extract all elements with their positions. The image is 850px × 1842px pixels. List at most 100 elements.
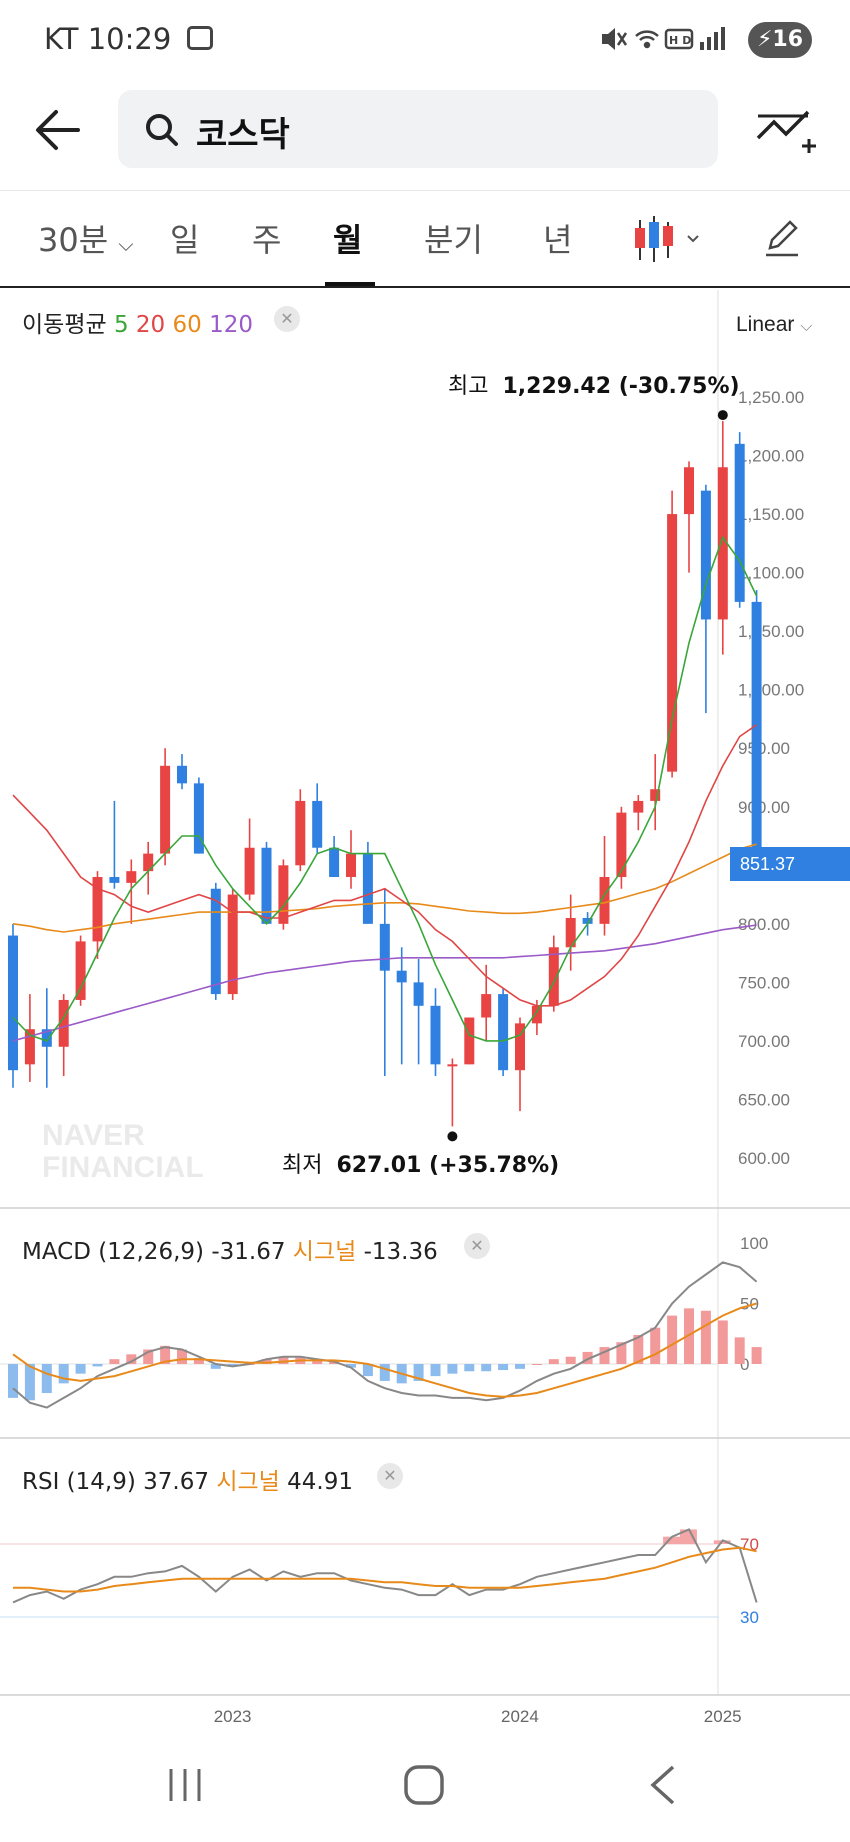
system-nav-bar — [0, 1735, 850, 1842]
active-tab-indicator — [325, 282, 375, 287]
tab-quarter[interactable]: 분기 — [424, 221, 483, 259]
search-icon — [146, 114, 178, 146]
macd-histogram-bar — [413, 1364, 424, 1381]
watermark-line1: NAVER — [42, 1119, 145, 1152]
price-y-tick: 650.00 — [738, 1090, 790, 1109]
close-rsi-icon[interactable]: ✕ — [377, 1463, 403, 1489]
candle-body — [244, 847, 255, 895]
candle-body — [143, 853, 154, 872]
search-box[interactable]: 코스닥 — [118, 90, 718, 168]
candle-body — [515, 1023, 525, 1071]
macd-histogram-bar — [227, 1364, 238, 1367]
macd-histogram-bar — [362, 1364, 373, 1377]
scale-selector[interactable]: Linear ⌵ — [736, 313, 813, 336]
macd-histogram-bar — [650, 1327, 661, 1364]
battery-indicator: ⚡16 — [748, 22, 812, 58]
close-ma-icon[interactable]: ✕ — [274, 306, 300, 332]
macd-histogram-bar — [751, 1347, 762, 1364]
ma-label: 이동평균 — [22, 312, 107, 338]
candle-body — [193, 783, 204, 854]
macd-histogram-bar — [92, 1364, 103, 1367]
low-annotation: 최저 627.01 (+35.78%) — [282, 1153, 560, 1178]
macd-histogram-bar — [667, 1315, 678, 1364]
price-y-tick: 1,250.00 — [738, 388, 804, 407]
chart-type-button[interactable] — [632, 214, 708, 268]
arrow-left-icon — [36, 110, 80, 150]
recent-apps-icon[interactable] — [165, 1765, 205, 1805]
macd-histogram-bar — [58, 1364, 69, 1384]
macd-histogram-bar — [41, 1364, 52, 1394]
back-button[interactable] — [30, 100, 90, 160]
screenshot-icon — [187, 26, 213, 50]
back-nav-icon[interactable] — [645, 1763, 685, 1807]
ma60-line — [12, 843, 757, 933]
ma5-line — [12, 535, 758, 1042]
tab-year[interactable]: 년 — [543, 221, 573, 259]
home-icon[interactable] — [402, 1763, 446, 1807]
macd-line — [12, 1261, 758, 1409]
macd-histogram-bar — [531, 1364, 542, 1365]
x-axis-label: 2024 — [501, 1707, 539, 1726]
tab-day[interactable]: 일 — [170, 221, 200, 259]
x-axis-label: 2023 — [214, 1707, 252, 1726]
ma-legend: 이동평균 5 20 60 120 — [22, 305, 253, 339]
candle-body — [261, 847, 272, 924]
macd-histogram-bar — [379, 1364, 390, 1381]
candle-body — [177, 765, 187, 784]
trend-plus-icon — [756, 110, 816, 153]
ma20-line — [12, 724, 758, 1007]
close-macd-icon[interactable]: ✕ — [464, 1233, 490, 1259]
macd-histogram-bar — [717, 1320, 728, 1364]
draw-button[interactable] — [762, 218, 802, 262]
status-bar: KT 10:29 HD ⚡16 — [0, 0, 850, 80]
macd-histogram-bar — [464, 1364, 475, 1372]
candle-body — [565, 917, 576, 948]
wifi-icon — [635, 30, 659, 49]
candle-body — [396, 970, 407, 983]
macd-histogram-bar — [734, 1337, 745, 1364]
high-marker — [717, 410, 728, 421]
macd-histogram-bar — [210, 1364, 221, 1369]
rsi-signal-line — [13, 1546, 757, 1593]
price-chart[interactable]: 2023202420252026 1,250.001,200.001,150.0… — [0, 290, 850, 1740]
candle-body — [751, 601, 762, 864]
tab-month[interactable]: 월 — [333, 221, 363, 259]
ma-20: 20 — [135, 312, 166, 338]
tab-week[interactable]: 주 — [252, 221, 282, 259]
macd-signal-line — [12, 1302, 757, 1398]
candle-body — [329, 847, 340, 878]
svg-text:HD: HD — [669, 34, 695, 47]
macd-histogram-bar — [312, 1359, 323, 1364]
macd-legend: MACD (12,26,9) -31.67 시그널 -13.36 — [22, 1239, 438, 1265]
macd-histogram-bar — [143, 1349, 154, 1364]
candle-body — [227, 894, 238, 995]
low-marker — [447, 1131, 458, 1142]
candle-body — [278, 865, 289, 924]
pencil-icon — [766, 220, 798, 257]
price-y-tick: 1,150.00 — [738, 505, 804, 524]
macd-histogram-bar — [447, 1364, 458, 1374]
candle-body — [75, 941, 86, 1000]
ma-5: 5 — [113, 312, 129, 338]
macd-histogram-bar — [177, 1349, 187, 1364]
macd-histogram-bar — [278, 1356, 289, 1364]
macd-histogram-bar — [8, 1364, 18, 1398]
candle-body — [717, 467, 728, 620]
candle-body — [667, 514, 678, 772]
divider — [0, 190, 850, 191]
macd-histogram-bar — [329, 1361, 340, 1364]
candle-body — [481, 994, 492, 1018]
tab-30min[interactable]: 30분 ⌵ — [38, 221, 134, 259]
price-y-tick: 1,200.00 — [738, 447, 804, 466]
search-query[interactable]: 코스닥 — [196, 115, 290, 155]
rsi-overbought-fill — [663, 1536, 680, 1544]
price-y-tick: 750.00 — [738, 973, 790, 992]
x-axis-label: 2025 — [704, 1707, 742, 1726]
candle-body — [531, 1005, 542, 1024]
macd-histogram-bar — [430, 1364, 441, 1377]
compare-chart-button[interactable] — [752, 100, 822, 160]
price-y-tick: 950.00 — [738, 739, 790, 758]
candle-body — [160, 765, 171, 854]
macd-histogram-bar — [346, 1364, 356, 1368]
candle-body — [346, 853, 356, 878]
